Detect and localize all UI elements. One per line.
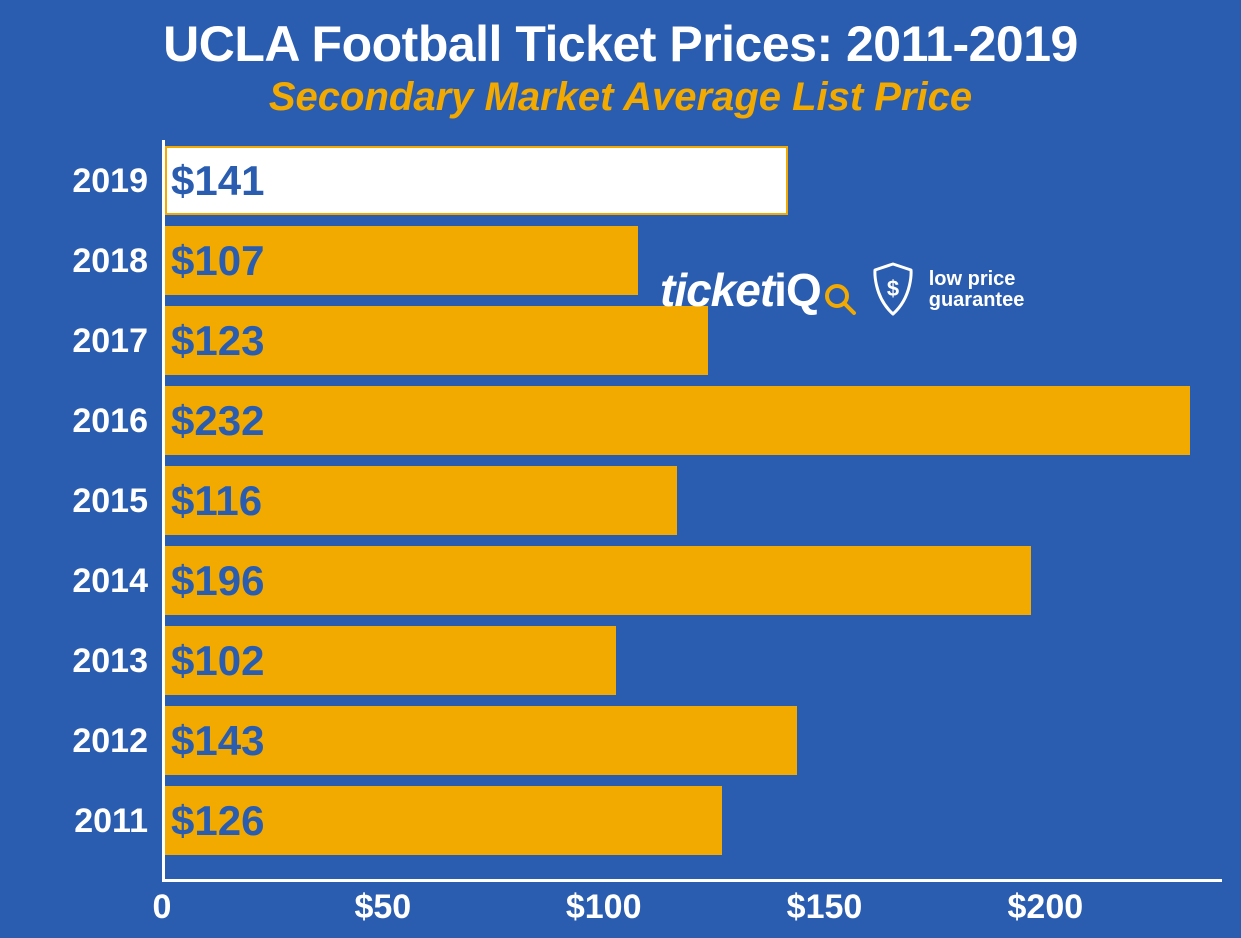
y-axis-label: 2019 (0, 162, 148, 201)
bar-row: $126 (165, 786, 1222, 855)
bar-value-label: $126 (171, 797, 264, 845)
bar-value-label: $123 (171, 317, 264, 365)
lpg-line2: guarantee (929, 290, 1025, 311)
x-axis-label: 0 (153, 888, 172, 927)
y-axis-label: 2012 (0, 722, 148, 761)
x-axis-label: $200 (1008, 888, 1084, 927)
bar-row: $102 (165, 626, 1222, 695)
x-axis-label: $150 (787, 888, 863, 927)
y-axis-label: 2013 (0, 642, 148, 681)
chart-subtitle: Secondary Market Average List Price (24, 75, 1217, 120)
shield-icon: $ (869, 262, 917, 318)
x-axis-label: $100 (566, 888, 642, 927)
bar-row: $232 (165, 386, 1222, 455)
y-axis-label: 2017 (0, 322, 148, 361)
ticketiq-text-iq: iQ (774, 263, 821, 317)
bar-value-label: $196 (171, 557, 264, 605)
bar-value-label: $107 (171, 237, 264, 285)
svg-text:$: $ (887, 276, 899, 301)
y-axis-label: 2018 (0, 242, 148, 281)
bar (165, 386, 1190, 455)
bar-row: $143 (165, 706, 1222, 775)
y-axis-label: 2011 (0, 802, 148, 841)
chart-container: UCLA Football Ticket Prices: 2011-2019 S… (0, 0, 1241, 938)
brand-logo: ticketiQ $ low price guarantee (660, 262, 1024, 318)
bar-value-label: $232 (171, 397, 264, 445)
ticketiq-wordmark: ticketiQ (660, 263, 857, 317)
lpg-line1: low price (929, 269, 1025, 290)
plot-area: $141 $107 $123 $232 $116 $196 $102 $143 $126 (162, 140, 1222, 882)
magnifier-icon (823, 273, 857, 307)
bar-value-label: $116 (171, 477, 262, 525)
y-axis-label: 2015 (0, 482, 148, 521)
bar-row: $196 (165, 546, 1222, 615)
bar-row: $116 (165, 466, 1222, 535)
low-price-guarantee-text: low price guarantee (929, 269, 1025, 311)
ticketiq-text-ticket: ticket (660, 263, 774, 317)
chart-title: UCLA Football Ticket Prices: 2011-2019 (24, 18, 1217, 71)
bar (165, 546, 1031, 615)
bar-row: $141 (165, 146, 1222, 215)
x-axis-label: $50 (354, 888, 411, 927)
y-axis-label: 2016 (0, 402, 148, 441)
y-axis-label: 2014 (0, 562, 148, 601)
bar-value-label: $143 (171, 717, 264, 765)
bar-value-label: $102 (171, 637, 264, 685)
bar-value-label: $141 (171, 157, 264, 205)
